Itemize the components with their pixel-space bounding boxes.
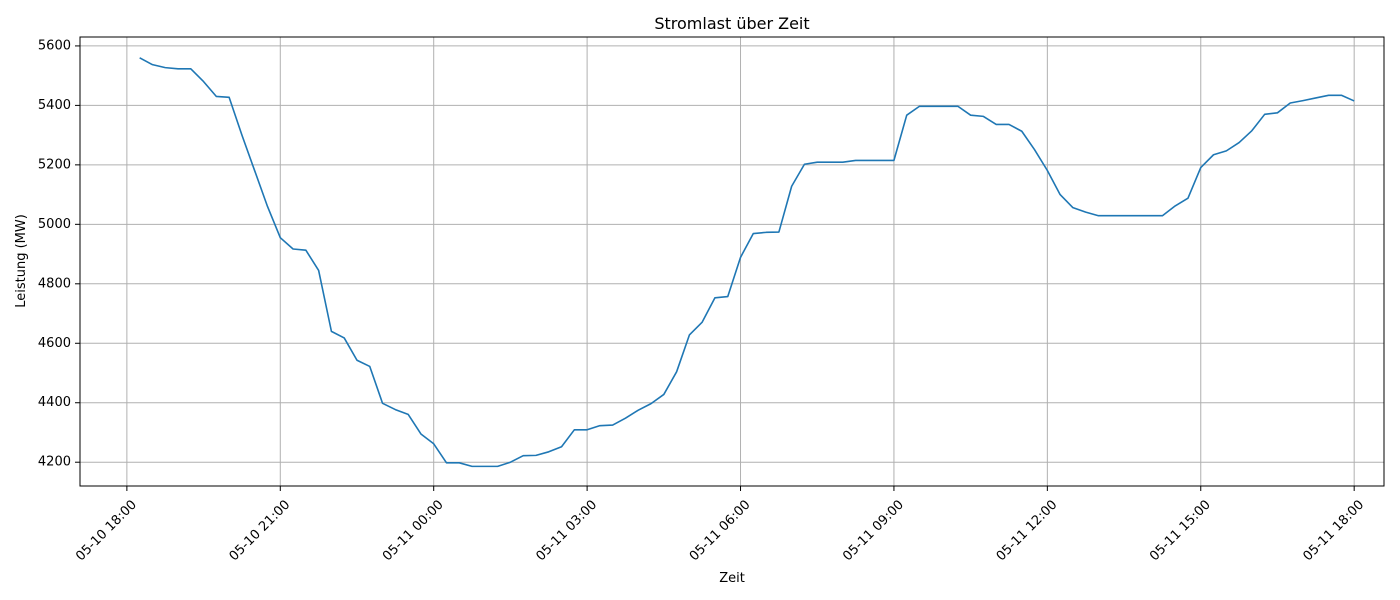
chart-title: Stromlast über Zeit	[654, 14, 809, 33]
x-tick-label: 05-11 09:00	[840, 497, 907, 564]
y-axis: 4200 4400 4600 4800 5000 5200 5400 5600	[38, 38, 80, 470]
y-tick-label: 5000	[38, 217, 71, 232]
grid-lines	[80, 37, 1384, 486]
y-tick-label: 4600	[38, 336, 71, 351]
x-tick-label: 05-10 18:00	[73, 497, 140, 564]
x-tick-label: 05-11 06:00	[687, 497, 754, 564]
y-tick-label: 4400	[38, 395, 71, 410]
x-tick-label: 05-11 18:00	[1300, 497, 1367, 564]
y-tick-label: 4200	[38, 455, 71, 470]
x-tick-label: 05-10 21:00	[227, 497, 294, 564]
x-tick-label: 05-11 03:00	[533, 497, 600, 564]
series-line	[139, 57, 1355, 468]
y-tick-label: 5200	[38, 157, 71, 172]
series-layer	[139, 57, 1355, 468]
y-axis-label: Leistung (MW)	[14, 214, 29, 308]
y-tick-label: 5400	[38, 98, 71, 113]
x-tick-label: 05-11 12:00	[994, 497, 1061, 564]
plot-frame	[79, 36, 1385, 487]
x-tick-label: 05-11 15:00	[1147, 497, 1214, 564]
x-tick-label: 05-11 00:00	[380, 497, 447, 564]
y-tick-label: 4800	[38, 276, 71, 291]
y-tick-label: 5600	[38, 38, 71, 53]
x-axis-label: Zeit	[719, 571, 745, 586]
x-axis: 05-10 18:00 05-10 21:00 05-11 00:00 05-11 0…	[73, 486, 1367, 564]
